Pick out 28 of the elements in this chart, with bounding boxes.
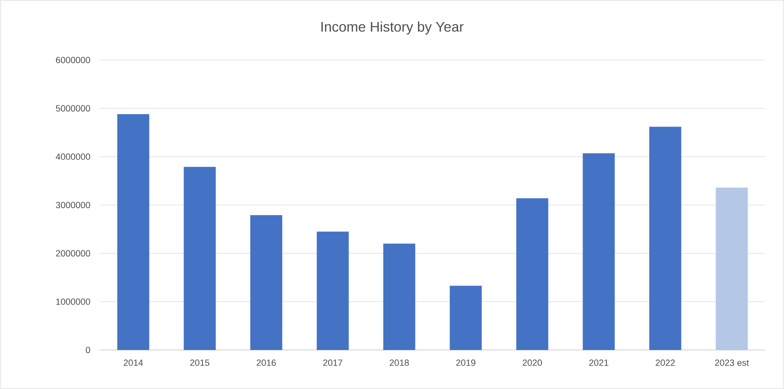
bar	[582, 153, 615, 350]
x-tick-label: 2022	[656, 360, 675, 366]
y-tick-label: 3000000	[56, 202, 90, 208]
bar	[716, 188, 748, 350]
x-tick-label: 2016	[256, 360, 276, 366]
bar	[649, 126, 682, 350]
bar	[184, 166, 216, 350]
y-tick-label: 5000000	[56, 105, 90, 112]
x-tick-label: 2017	[323, 360, 342, 366]
x-tick-label: 2023 est	[715, 360, 749, 366]
y-tick-label: 4000000	[56, 153, 90, 160]
x-tick-label: 2021	[589, 360, 608, 366]
x-tick-label: 2014	[124, 360, 143, 366]
bar	[250, 215, 282, 350]
bar	[450, 286, 482, 350]
x-tick-label: 2018	[390, 360, 409, 366]
x-tick-label: 2020	[522, 360, 542, 366]
bar	[117, 114, 150, 350]
x-tick-label: 2015	[190, 360, 210, 366]
bar	[316, 232, 349, 350]
bar	[516, 198, 548, 350]
y-tick-label: 1000000	[56, 298, 90, 305]
y-tick-label: 2000000	[56, 250, 90, 257]
y-tick-label: 6000000	[56, 56, 90, 64]
chart-title: Income History by Year	[321, 21, 464, 34]
bar	[383, 244, 416, 350]
y-tick-label: 0	[86, 346, 90, 354]
x-tick-label: 2019	[456, 360, 476, 366]
